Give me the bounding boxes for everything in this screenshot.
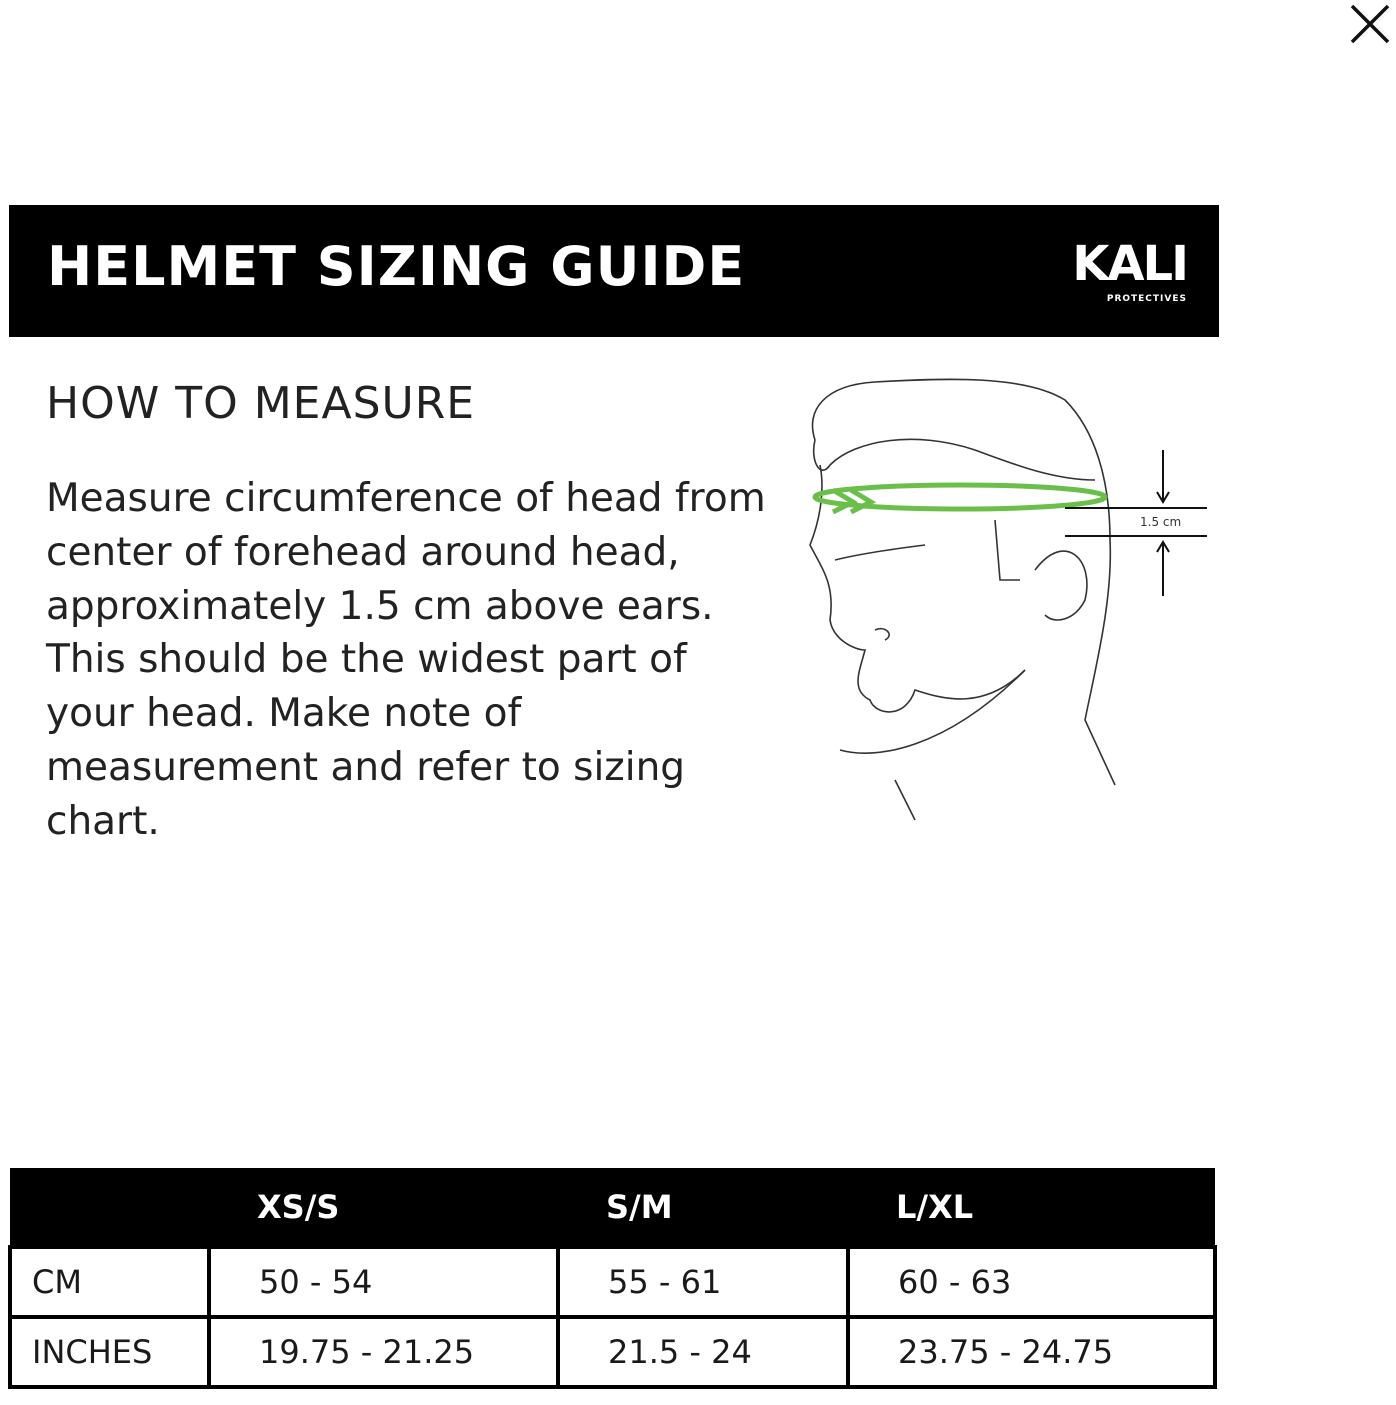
logo-text: KALI xyxy=(1072,236,1189,292)
table-row: CM 50 - 54 55 - 61 60 - 63 xyxy=(8,1245,1217,1319)
table-header-s-m: S/M xyxy=(558,1168,848,1247)
table-cell: 23.75 - 24.75 xyxy=(846,1315,1217,1389)
row-label-inches: INCHES xyxy=(8,1315,211,1389)
kali-logo: KALI PROTECTIVES xyxy=(1072,236,1189,305)
head-measurement-illustration: 1.5 cm xyxy=(809,378,1207,821)
how-to-measure-heading: HOW TO MEASURE xyxy=(46,378,476,429)
size-table: XS/S S/M L/XL CM 50 - 54 55 - 61 60 - 63… xyxy=(8,1168,1217,1389)
diagram-label: 1.5 cm xyxy=(1140,515,1181,529)
close-button[interactable] xyxy=(1346,0,1394,48)
measure-instructions: Measure circumference of head from cente… xyxy=(46,476,766,844)
table-row: INCHES 19.75 - 21.25 21.5 - 24 23.75 - 2… xyxy=(8,1315,1217,1389)
title-banner: HELMET SIZING GUIDE KALI PROTECTIVES xyxy=(9,205,1219,337)
table-cell: 60 - 63 xyxy=(846,1245,1217,1319)
table-cell: 55 - 61 xyxy=(556,1245,850,1319)
logo-subtext: PROTECTIVES xyxy=(1106,294,1187,304)
table-cell: 21.5 - 24 xyxy=(556,1315,850,1389)
table-cell: 19.75 - 21.25 xyxy=(207,1315,560,1389)
table-header-row: XS/S S/M L/XL xyxy=(10,1168,1215,1247)
table-header-xs-s: XS/S xyxy=(209,1168,558,1247)
table-cell: 50 - 54 xyxy=(207,1245,560,1319)
table-header-l-xl: L/XL xyxy=(848,1168,1215,1247)
close-icon xyxy=(1350,4,1390,44)
page-title: HELMET SIZING GUIDE xyxy=(47,235,746,298)
row-label-cm: CM xyxy=(8,1245,211,1319)
table-header-blank xyxy=(10,1168,209,1247)
